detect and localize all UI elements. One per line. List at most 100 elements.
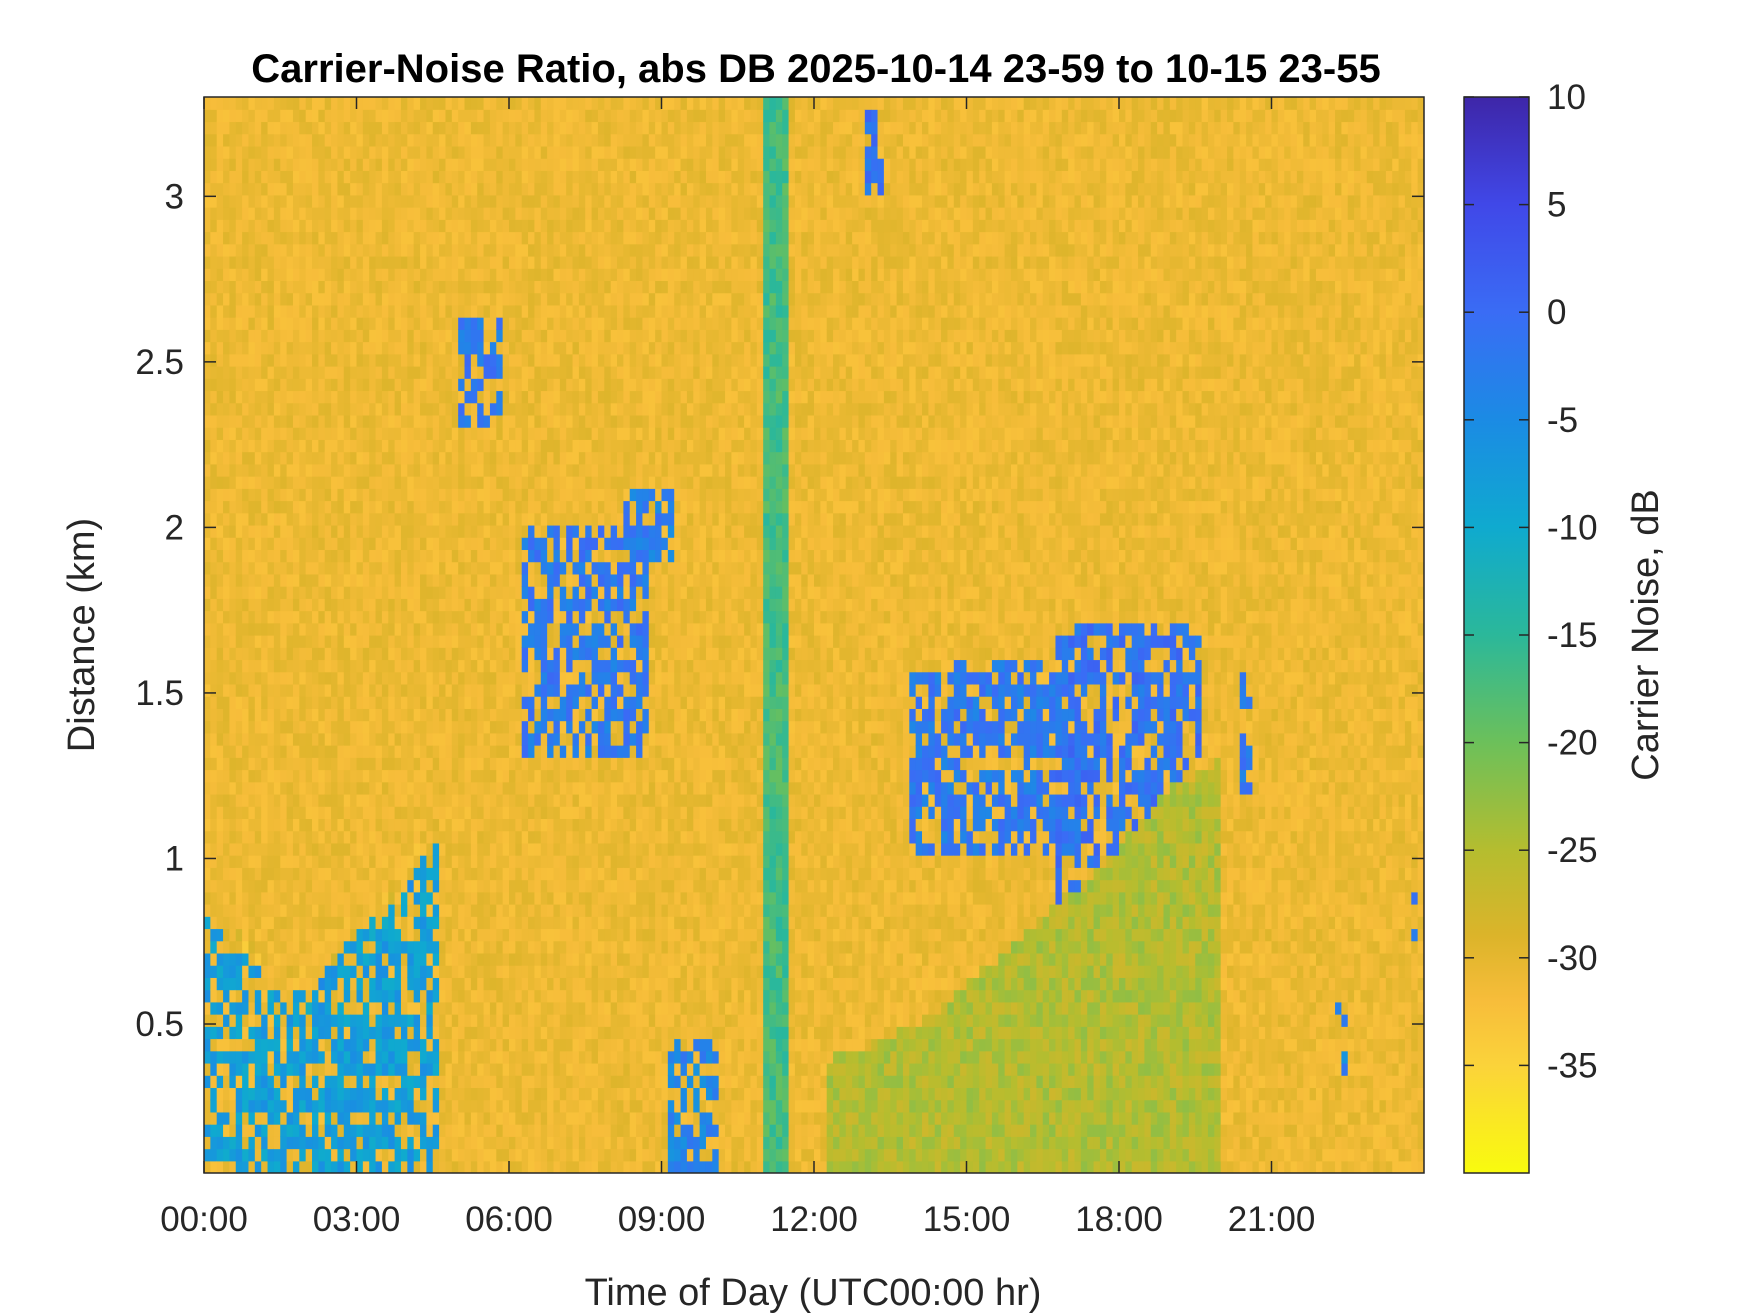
heatmap-cell xyxy=(210,757,218,771)
heatmap-cell xyxy=(312,390,319,404)
heatmap-cell xyxy=(375,1099,383,1113)
heatmap-cell xyxy=(229,842,237,856)
heatmap-cell xyxy=(223,255,231,269)
heatmap-cell xyxy=(324,280,332,294)
heatmap-cell xyxy=(458,268,466,282)
heatmap-cell xyxy=(553,207,561,220)
heatmap-cell xyxy=(350,268,358,282)
heatmap-cell xyxy=(489,818,497,832)
heatmap-cell xyxy=(496,610,504,624)
heatmap-cell xyxy=(515,524,523,538)
heatmap-cell xyxy=(432,696,440,709)
heatmap-cell xyxy=(235,476,243,489)
heatmap-cell xyxy=(413,610,421,624)
heatmap-cell xyxy=(299,720,307,734)
heatmap-cell xyxy=(267,867,275,881)
heatmap-cell xyxy=(407,317,415,330)
heatmap-cell xyxy=(400,219,408,233)
heatmap-cell xyxy=(299,1001,307,1015)
heatmap-cell xyxy=(292,806,300,820)
heatmap-cell xyxy=(362,965,370,978)
heatmap-cell xyxy=(439,427,447,440)
heatmap-cell xyxy=(394,207,402,220)
heatmap-cell xyxy=(204,524,211,538)
heatmap-cell xyxy=(305,488,313,502)
heatmap-cell xyxy=(343,1160,351,1173)
heatmap-cell xyxy=(439,109,447,123)
heatmap-cell xyxy=(420,573,427,587)
heatmap-cell xyxy=(528,476,536,489)
heatmap-cell xyxy=(534,720,542,734)
heatmap-cell xyxy=(292,683,300,697)
heatmap-cell xyxy=(318,402,326,416)
heatmap-cell xyxy=(235,989,243,1003)
heatmap-cell xyxy=(299,194,307,208)
heatmap-cell xyxy=(286,451,294,465)
heatmap-cell xyxy=(261,121,269,135)
heatmap-cell xyxy=(394,561,402,575)
heatmap-cell xyxy=(254,683,262,697)
heatmap-cell xyxy=(273,842,281,856)
heatmap-cell xyxy=(540,463,548,477)
heatmap-cell xyxy=(432,402,440,416)
heatmap-cell xyxy=(299,1136,307,1150)
heatmap-cell xyxy=(242,977,250,991)
heatmap-cell xyxy=(299,317,307,330)
heatmap-cell xyxy=(324,696,332,709)
heatmap-cell xyxy=(502,842,510,856)
heatmap-cell xyxy=(540,341,548,355)
heatmap-cell xyxy=(305,549,313,563)
heatmap-cell xyxy=(204,671,211,685)
heatmap-cell xyxy=(534,158,542,171)
heatmap-cell xyxy=(553,1050,561,1064)
heatmap-cell xyxy=(540,97,548,110)
heatmap-cell xyxy=(280,402,288,416)
heatmap-cell xyxy=(337,1111,345,1125)
heatmap-cell xyxy=(286,708,294,722)
heatmap-cell xyxy=(375,635,383,648)
heatmap-cell xyxy=(407,292,415,306)
heatmap-cell xyxy=(496,304,504,318)
heatmap-cell xyxy=(375,659,383,673)
heatmap-cell xyxy=(216,145,224,159)
heatmap-cell xyxy=(534,732,542,746)
heatmap-cell xyxy=(439,145,447,159)
heatmap-cell xyxy=(223,745,231,758)
heatmap-cell xyxy=(286,243,294,257)
heatmap-cell xyxy=(496,647,504,661)
heatmap-cell xyxy=(343,194,351,208)
heatmap-cell xyxy=(305,145,313,159)
heatmap-cell xyxy=(509,402,516,416)
heatmap-cell xyxy=(223,1160,231,1173)
heatmap-cell xyxy=(362,757,370,771)
heatmap-cell xyxy=(299,781,307,795)
heatmap-cell xyxy=(210,1062,218,1076)
heatmap-cell xyxy=(324,965,332,978)
heatmap-cell xyxy=(356,366,364,379)
heatmap-cell xyxy=(458,720,466,734)
heatmap-cell xyxy=(451,855,459,868)
heatmap-cell xyxy=(445,952,453,966)
heatmap-cell xyxy=(362,940,370,954)
heatmap-cell xyxy=(324,219,332,233)
heatmap-cell xyxy=(305,1038,313,1052)
heatmap-cell xyxy=(413,904,421,917)
heatmap-cell xyxy=(445,659,453,673)
heatmap-cell xyxy=(318,158,326,171)
heatmap-cell xyxy=(521,842,529,856)
heatmap-cell xyxy=(489,158,497,171)
heatmap-cell xyxy=(381,818,389,832)
heatmap-cell xyxy=(210,977,218,991)
heatmap-cell xyxy=(394,219,402,233)
heatmap-cell xyxy=(470,928,478,942)
heatmap-cell xyxy=(375,708,383,722)
heatmap-cell xyxy=(273,561,281,575)
heatmap-cell xyxy=(337,549,345,563)
heatmap-cell xyxy=(470,635,478,648)
heatmap-cell xyxy=(343,989,351,1003)
heatmap-cell xyxy=(394,940,402,954)
heatmap-cell xyxy=(350,720,358,734)
heatmap-cell xyxy=(242,341,250,355)
heatmap-cell xyxy=(521,170,529,184)
heatmap-cell xyxy=(388,928,396,942)
